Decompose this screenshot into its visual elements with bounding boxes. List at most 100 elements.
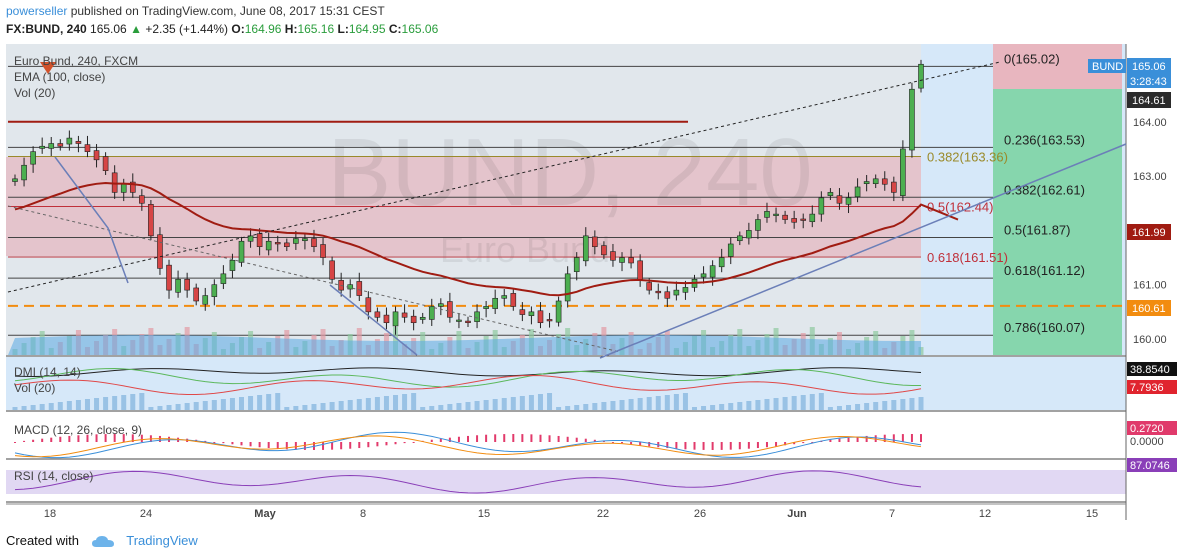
tradingview-brand[interactable]: TradingView xyxy=(126,533,198,548)
candle[interactable] xyxy=(610,251,616,261)
candle[interactable] xyxy=(655,290,662,294)
candle[interactable] xyxy=(365,297,372,313)
candle[interactable] xyxy=(419,316,426,320)
candle[interactable] xyxy=(293,238,299,244)
candle[interactable] xyxy=(438,303,444,307)
candle[interactable] xyxy=(818,197,825,215)
candle[interactable] xyxy=(773,213,779,216)
candle[interactable] xyxy=(863,181,870,185)
candle[interactable] xyxy=(682,287,689,293)
candle[interactable] xyxy=(302,238,308,242)
candle[interactable] xyxy=(709,265,716,278)
candle[interactable] xyxy=(157,234,163,269)
candle[interactable] xyxy=(274,242,281,245)
candle[interactable] xyxy=(84,144,91,152)
candle[interactable] xyxy=(900,148,906,196)
candle[interactable] xyxy=(265,240,272,251)
candle[interactable] xyxy=(456,319,462,322)
candle[interactable] xyxy=(519,309,526,315)
candle[interactable] xyxy=(619,257,625,263)
candle[interactable] xyxy=(483,306,489,309)
candle[interactable] xyxy=(211,284,218,297)
candle[interactable] xyxy=(718,257,725,268)
candle[interactable] xyxy=(746,230,752,239)
candle[interactable] xyxy=(664,291,671,299)
candle[interactable] xyxy=(139,195,145,204)
candle[interactable] xyxy=(628,257,634,264)
candle[interactable] xyxy=(166,264,172,291)
candle[interactable] xyxy=(311,238,317,247)
candle[interactable] xyxy=(392,311,399,327)
candle[interactable] xyxy=(700,273,707,278)
candle[interactable] xyxy=(193,287,199,302)
candle[interactable] xyxy=(48,143,55,149)
candle[interactable] xyxy=(891,181,897,193)
candle[interactable] xyxy=(175,278,181,293)
candle[interactable] xyxy=(21,164,27,181)
candle[interactable] xyxy=(546,319,553,322)
candle[interactable] xyxy=(447,301,453,318)
candle[interactable] xyxy=(592,236,598,247)
candle[interactable] xyxy=(229,259,236,271)
candle[interactable] xyxy=(401,312,408,318)
candle[interactable] xyxy=(845,197,852,205)
candle[interactable] xyxy=(764,211,770,218)
candle[interactable] xyxy=(12,178,18,182)
candle[interactable] xyxy=(564,273,571,302)
candle[interactable] xyxy=(836,195,843,204)
candle[interactable] xyxy=(727,243,734,257)
candle[interactable] xyxy=(673,289,680,296)
candle[interactable] xyxy=(582,235,589,262)
candle[interactable] xyxy=(827,192,834,196)
candle[interactable] xyxy=(129,181,136,193)
candle[interactable] xyxy=(184,278,190,291)
candle[interactable] xyxy=(30,151,36,165)
candle[interactable] xyxy=(809,213,816,223)
candle[interactable] xyxy=(202,295,209,305)
candle[interactable] xyxy=(383,314,390,324)
candle[interactable] xyxy=(75,141,82,144)
candle[interactable] xyxy=(601,245,607,256)
candle[interactable] xyxy=(474,311,480,322)
candle[interactable] xyxy=(428,306,435,320)
candle[interactable] xyxy=(57,143,64,147)
candle[interactable] xyxy=(872,178,879,185)
candle[interactable] xyxy=(646,282,653,291)
candle[interactable] xyxy=(329,260,335,280)
candle[interactable] xyxy=(356,281,363,296)
candle[interactable] xyxy=(492,297,498,309)
author-link[interactable]: powerseller xyxy=(6,4,68,18)
candle[interactable] xyxy=(555,300,562,323)
candle[interactable] xyxy=(93,150,100,161)
candle[interactable] xyxy=(881,178,888,185)
candle[interactable] xyxy=(755,219,761,231)
candle[interactable] xyxy=(148,204,154,237)
candle[interactable] xyxy=(854,186,861,198)
candle[interactable] xyxy=(256,233,263,247)
candle[interactable] xyxy=(637,260,643,280)
candle[interactable] xyxy=(573,257,580,272)
candle[interactable] xyxy=(120,183,127,193)
candle[interactable] xyxy=(66,137,73,145)
candle[interactable] xyxy=(510,293,517,307)
candle[interactable] xyxy=(220,273,227,284)
candle[interactable] xyxy=(283,242,290,247)
candle[interactable] xyxy=(39,145,45,149)
candle[interactable] xyxy=(501,295,508,299)
candle[interactable] xyxy=(465,320,471,324)
candle[interactable] xyxy=(800,218,807,221)
candle[interactable] xyxy=(320,244,326,258)
candle[interactable] xyxy=(410,315,417,324)
candle[interactable] xyxy=(918,63,924,89)
candle[interactable] xyxy=(238,240,245,263)
candle[interactable] xyxy=(782,214,788,220)
candle[interactable] xyxy=(736,235,743,242)
candle[interactable] xyxy=(102,156,109,171)
candle[interactable] xyxy=(537,310,544,324)
candle[interactable] xyxy=(374,311,381,318)
candle[interactable] xyxy=(791,218,797,223)
dmi-volume-bar xyxy=(94,398,100,410)
candle[interactable] xyxy=(909,88,915,151)
candle[interactable] xyxy=(528,311,535,316)
